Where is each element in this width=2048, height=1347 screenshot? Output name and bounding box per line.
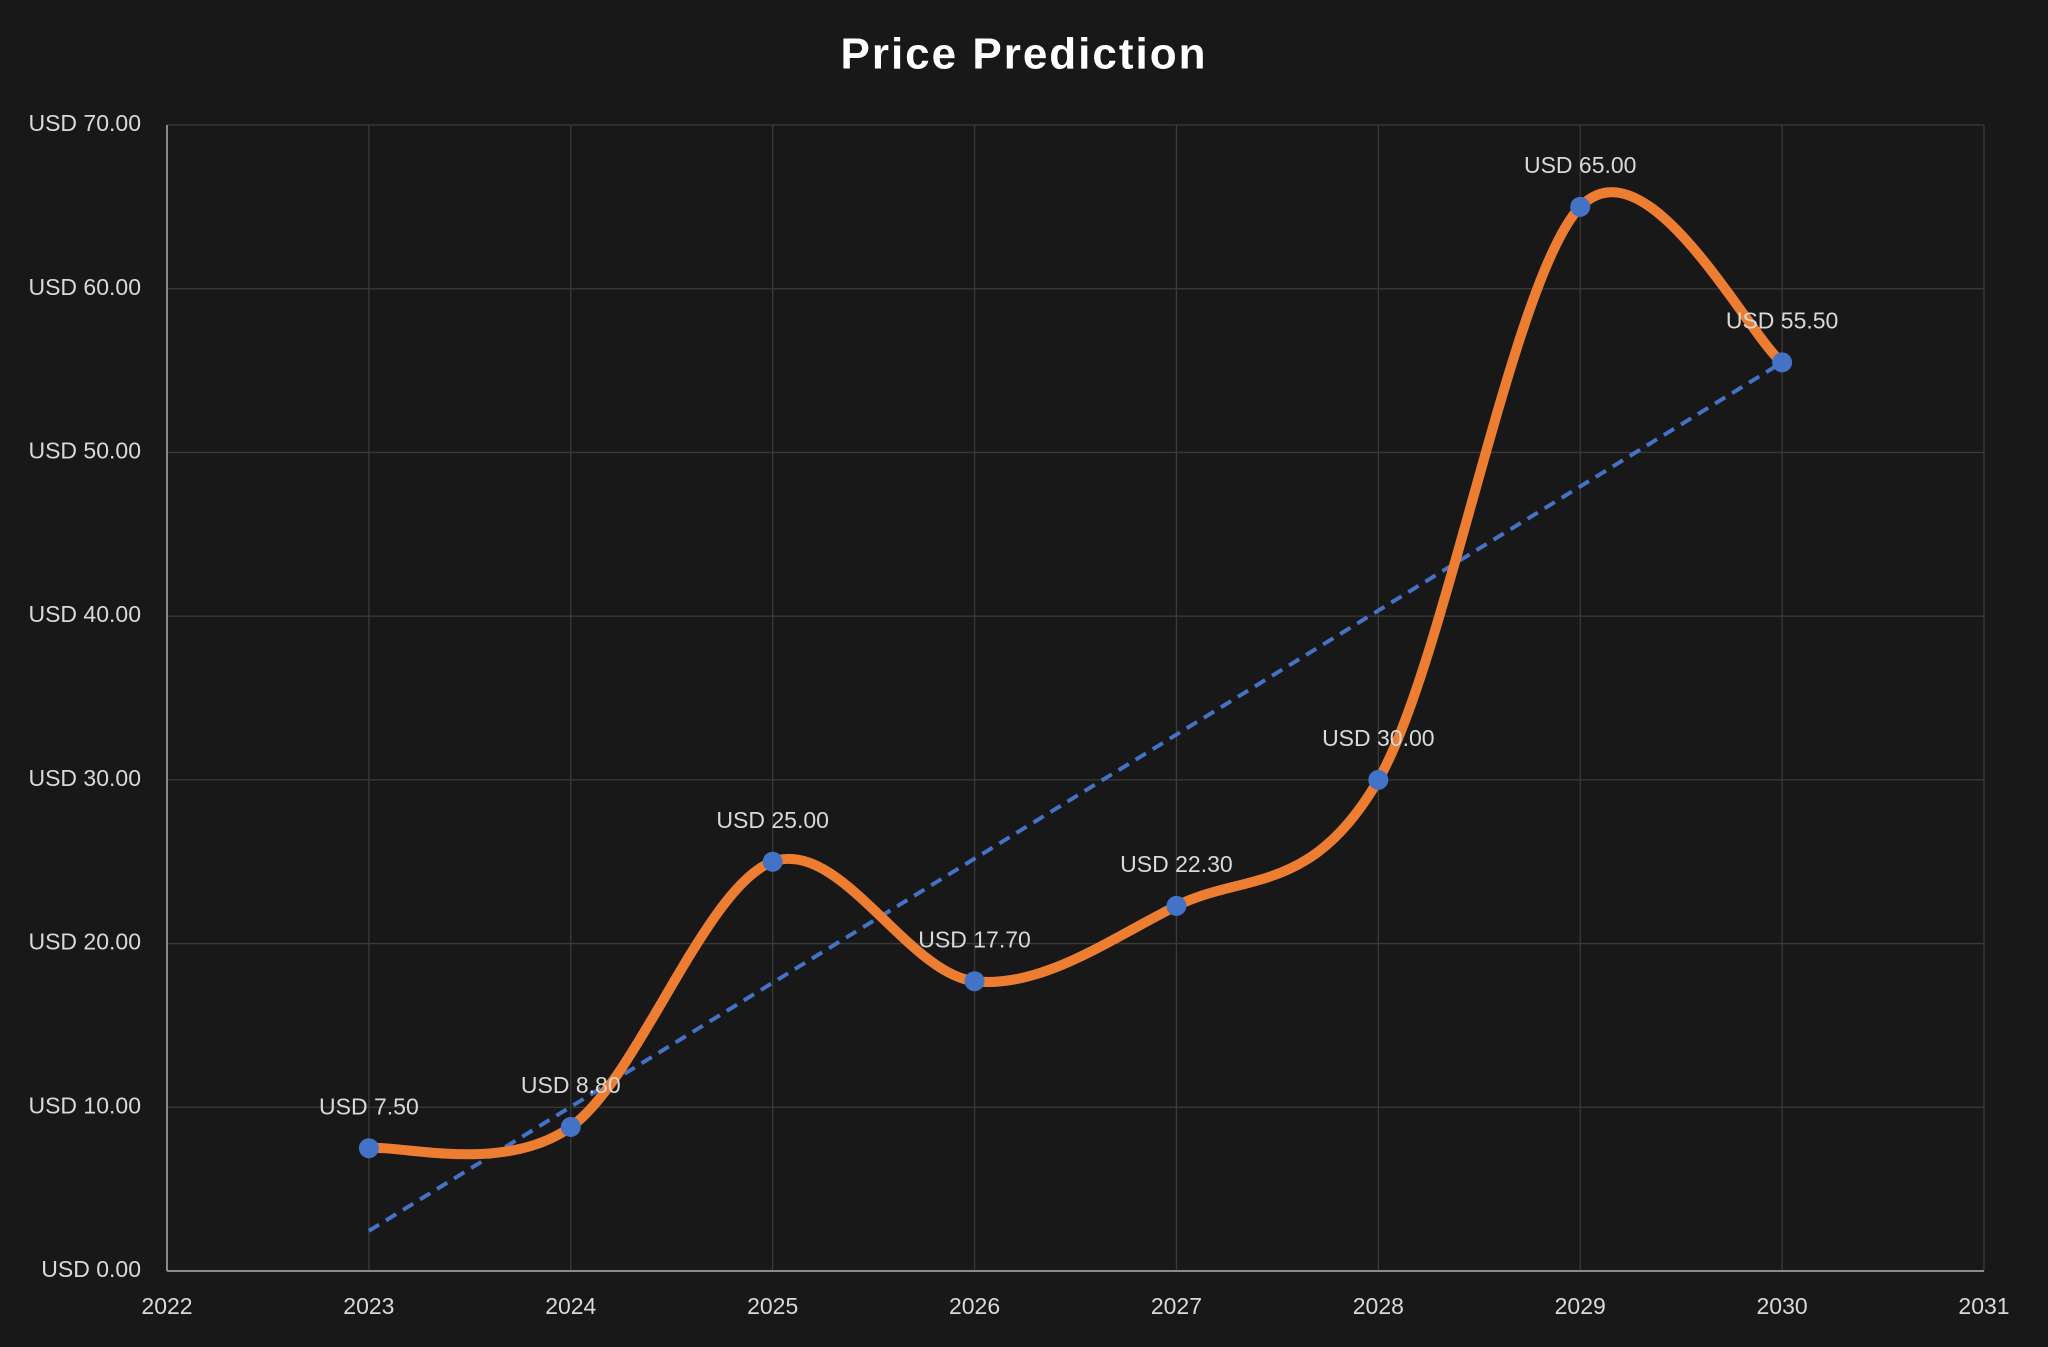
price-line — [363, 187, 1788, 1160]
y-tick-label: USD 20.00 — [28, 929, 141, 955]
data-point — [560, 1116, 581, 1137]
x-tick-label: 2024 — [545, 1293, 596, 1319]
trendline — [367, 360, 1784, 1233]
y-tick-label: USD 60.00 — [28, 274, 141, 300]
x-tick-label: 2023 — [343, 1293, 394, 1319]
data-label: USD 30.00 — [1322, 725, 1435, 751]
data-label: USD 65.00 — [1524, 152, 1637, 178]
data-label: USD 25.00 — [716, 807, 829, 833]
x-tick-label: 2022 — [141, 1293, 192, 1319]
chart-title: Price Prediction — [840, 30, 1207, 79]
y-tick-label: USD 10.00 — [28, 1092, 141, 1118]
x-tick-label: 2025 — [747, 1293, 798, 1319]
data-label: USD 17.70 — [918, 926, 1031, 952]
x-tick-label: 2029 — [1555, 1293, 1606, 1319]
data-label: USD 8.80 — [521, 1072, 621, 1098]
x-tick-label: 2031 — [1958, 1293, 2009, 1319]
x-tick-label: 2027 — [1151, 1293, 1202, 1319]
data-point — [1772, 352, 1793, 373]
data-point — [358, 1138, 379, 1159]
data-label: USD 55.50 — [1726, 307, 1839, 333]
data-point — [964, 971, 985, 992]
y-tick-label: USD 40.00 — [28, 601, 141, 627]
data-point — [1570, 196, 1591, 217]
y-tick-label: USD 30.00 — [28, 765, 141, 791]
y-tick-label: USD 50.00 — [28, 438, 141, 464]
data-label: USD 7.50 — [319, 1093, 419, 1119]
data-point — [1368, 769, 1389, 790]
data-point — [762, 851, 783, 872]
y-tick-label: USD 70.00 — [28, 110, 141, 136]
data-point — [1166, 895, 1187, 916]
x-tick-label: 2026 — [949, 1293, 1000, 1319]
x-tick-label: 2028 — [1353, 1293, 1404, 1319]
y-tick-label: USD 0.00 — [41, 1256, 141, 1282]
data-label: USD 22.30 — [1120, 851, 1233, 877]
x-tick-label: 2030 — [1757, 1293, 1808, 1319]
